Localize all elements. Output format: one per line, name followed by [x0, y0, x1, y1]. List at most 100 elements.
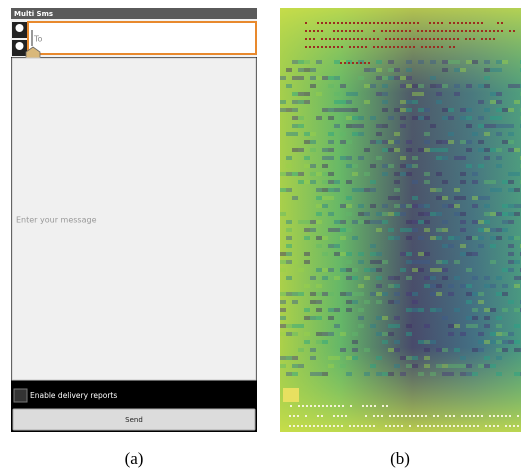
heatmap-dot	[405, 22, 407, 24]
heatmap-cell	[280, 76, 286, 80]
heatmap-cell	[496, 356, 502, 360]
heatmap-dot	[497, 30, 499, 32]
heatmap-cell	[454, 84, 460, 88]
heatmap-cell	[370, 164, 376, 168]
heatmap-dot	[437, 46, 439, 48]
heatmap-cell	[352, 268, 358, 272]
heatmap-dot	[441, 46, 443, 48]
heatmap-cell	[448, 140, 454, 144]
heatmap-cell	[364, 348, 370, 352]
heatmap-dot	[489, 415, 491, 417]
heatmap-cell	[466, 148, 472, 152]
heatmap-cell	[478, 228, 484, 232]
heatmap-cell	[484, 276, 490, 280]
heatmap-cell	[442, 348, 448, 352]
heatmap-cell	[430, 372, 436, 376]
heatmap-dot	[317, 46, 319, 48]
heatmap-cell	[514, 148, 520, 152]
heatmap-cell	[460, 332, 466, 336]
heatmap-cell	[376, 220, 382, 224]
heatmap-cell	[412, 228, 418, 232]
heatmap-dot	[437, 22, 439, 24]
heatmap-cell	[304, 92, 310, 96]
heatmap-cell	[418, 148, 424, 152]
heatmap-dot	[361, 38, 363, 40]
heatmap-cell	[514, 188, 520, 192]
heatmap-cell	[436, 188, 442, 192]
heatmap-dot	[340, 62, 342, 64]
heatmap-cell	[484, 132, 490, 136]
checkbox[interactable]	[14, 389, 27, 402]
heatmap-cell	[352, 236, 358, 240]
heatmap-dot	[453, 415, 455, 417]
heatmap-cell	[334, 324, 340, 328]
heatmap-cell	[460, 364, 466, 368]
heatmap-cell	[328, 148, 334, 152]
heatmap-dot	[421, 38, 423, 40]
heatmap-cell	[484, 228, 490, 232]
heatmap-dot	[433, 46, 435, 48]
heatmap-cell	[490, 228, 496, 232]
heatmap-dot	[382, 405, 384, 407]
heatmap-dot	[289, 425, 291, 427]
heatmap-cell	[364, 84, 370, 88]
heatmap-cell	[496, 116, 502, 120]
heatmap-cell	[496, 60, 502, 64]
heatmap-cell	[346, 300, 352, 304]
heatmap-cell	[442, 108, 448, 112]
heatmap-dot	[441, 30, 443, 32]
heatmap-cell	[394, 316, 400, 320]
heatmap-dot	[326, 405, 328, 407]
heatmap-dot	[305, 415, 307, 417]
heatmap-dot	[341, 46, 343, 48]
heatmap-cell	[514, 172, 520, 176]
heatmap-dot	[437, 425, 439, 427]
heatmap-cell	[292, 356, 298, 360]
heatmap-cell	[394, 76, 400, 80]
heatmap-cell	[484, 180, 490, 184]
heatmap-dot	[305, 46, 307, 48]
heatmap-dot	[334, 405, 336, 407]
heatmap-cell	[412, 220, 418, 224]
heatmap-cell	[424, 132, 430, 136]
heatmap-cell	[412, 116, 418, 120]
heatmap-cell	[346, 124, 352, 128]
heatmap-dot	[305, 38, 307, 40]
heatmap-dot	[405, 415, 407, 417]
heatmap-cell	[484, 156, 490, 160]
heatmap-cell	[484, 220, 490, 224]
heatmap-cell	[436, 268, 442, 272]
heatmap-dot	[433, 22, 435, 24]
heatmap-cell	[340, 252, 346, 256]
heatmap-dot	[473, 415, 475, 417]
heatmap-cell	[376, 132, 382, 136]
heatmap-dot	[449, 425, 451, 427]
heatmap-cell	[310, 148, 316, 152]
heatmap-dot	[321, 30, 323, 32]
heatmap-cell	[448, 372, 454, 376]
heatmap-cell	[280, 300, 286, 304]
heatmap-cell	[436, 148, 442, 152]
to-field[interactable]	[28, 22, 256, 54]
heatmap-cell	[454, 276, 460, 280]
heatmap-cell	[376, 284, 382, 288]
heatmap-cell	[484, 60, 490, 64]
heatmap-cell	[388, 164, 394, 168]
heatmap-dot	[353, 46, 355, 48]
heatmap-cell	[328, 364, 334, 368]
heatmap-dot	[457, 22, 459, 24]
heatmap-cell	[418, 252, 424, 256]
heatmap-dot	[469, 30, 471, 32]
heatmap-cell	[292, 92, 298, 96]
heatmap-cell	[472, 180, 478, 184]
app-title: Multi Sms	[14, 10, 53, 18]
heatmap-cell	[316, 244, 322, 248]
heatmap-cell	[424, 252, 430, 256]
heatmap-cell	[340, 140, 346, 144]
heatmap-cell	[328, 356, 334, 360]
heatmap-cell	[490, 100, 496, 104]
heatmap-dot	[321, 425, 323, 427]
heatmap-cell	[316, 300, 322, 304]
heatmap-cell	[358, 324, 364, 328]
heatmap-dot	[333, 30, 335, 32]
